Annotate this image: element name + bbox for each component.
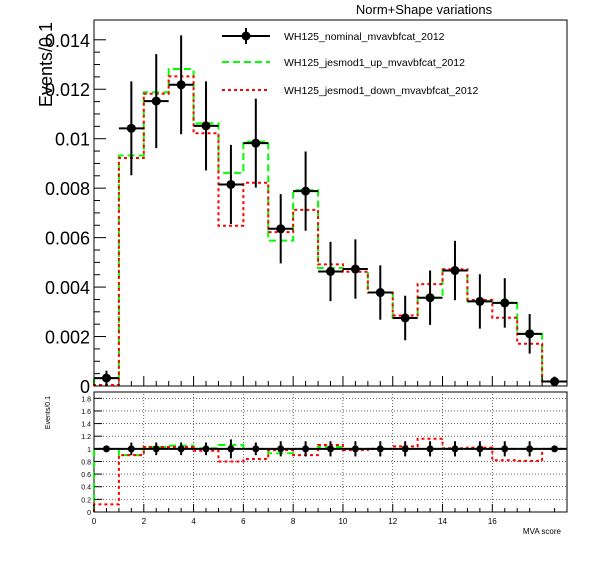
legend-entry-label: WH125_jesmod1_up_mvavbfcat_2012 <box>284 57 465 69</box>
ratio-data-point <box>551 445 559 453</box>
ratio-y-tick-label: 0.8 <box>81 459 91 466</box>
main-data-point <box>251 138 261 148</box>
ratio-data-point <box>526 445 534 453</box>
main-data-point <box>350 264 360 274</box>
legend: WH125_nominal_mvavbfcat_2012 WH125_jesmod… <box>222 28 479 97</box>
ratio-data-point <box>451 445 459 453</box>
ratio-data-point <box>426 445 434 453</box>
main-data-point <box>375 288 385 298</box>
ratio-data-point <box>252 445 260 453</box>
ratio-y-tick-label: 1 <box>87 447 91 454</box>
ratio-data-point <box>152 445 160 453</box>
main-data-point <box>500 298 510 308</box>
main-y-tick-label: 0.012 <box>45 80 90 100</box>
ratio-data-point <box>351 445 359 453</box>
ratio-x-tick-label: 2 <box>142 517 147 526</box>
main-data-point <box>525 329 535 339</box>
main-data-point <box>326 267 335 277</box>
chart-title: Norm+Shape variations <box>356 2 493 17</box>
x-axis-label: MVA score <box>523 527 562 536</box>
ratio-x-tick-label: 8 <box>291 517 296 526</box>
ratio-data-point <box>501 445 509 453</box>
main-data-point <box>151 96 161 106</box>
ratio-y-axis-label: Events/0.1 <box>45 396 52 429</box>
ratio-data-point <box>202 445 210 453</box>
ratio-data-point <box>302 445 310 453</box>
ratio-x-tick-label: 0 <box>92 517 97 526</box>
main-y-tick-label: 0.004 <box>45 278 90 298</box>
ratio-x-tick-label: 14 <box>438 517 447 526</box>
main-data-point <box>450 266 460 276</box>
ratio-x-tick-label: 12 <box>388 517 397 526</box>
ratio-data-point <box>177 445 185 453</box>
ratio-y-tick-label: 0.4 <box>81 485 91 492</box>
ratio-data-point <box>476 445 484 453</box>
main-y-tick-label: 0 <box>80 377 90 397</box>
ratio-y-tick-label: 0 <box>87 510 91 517</box>
ratio-y-tick-label: 0.2 <box>81 497 91 504</box>
main-series-line-dashed <box>93 67 567 386</box>
ratio-axes: 0 0.2 0.4 0.6 0.8 1 1.2 1.4 1.6 1.8 0 2 4 6 8 10 12 14 16 <box>81 396 556 526</box>
ratio-data-point <box>102 445 110 453</box>
ratio-x-tick-label: 16 <box>488 517 497 526</box>
ratio-y-tick-label: 1.8 <box>81 396 91 403</box>
main-data-point <box>301 186 311 196</box>
main-y-axis-label: Events/0.1 <box>36 22 56 107</box>
ratio-y-tick-label: 1.2 <box>81 434 91 441</box>
main-data-point <box>475 296 485 306</box>
main-data-point <box>425 293 435 303</box>
main-y-tick-label: 0.002 <box>45 328 90 348</box>
legend-entry-label: WH125_jesmod1_down_mvavbfcat_2012 <box>284 85 479 97</box>
ratio-data-point <box>277 445 285 453</box>
main-data-point <box>226 179 236 189</box>
ratio-y-tick-label: 1.4 <box>81 422 91 429</box>
ratio-data-point <box>376 445 384 453</box>
main-data-point <box>201 121 211 131</box>
ratio-y-tick-label: 1.6 <box>81 409 91 416</box>
main-data-point <box>176 80 186 90</box>
main-data-point <box>126 123 136 133</box>
ratio-data-point <box>227 445 235 453</box>
ratio-data-point <box>327 445 334 453</box>
main-y-tick-label: 0.006 <box>45 229 90 249</box>
ratio-series-layer <box>93 437 567 512</box>
main-y-tick-label: 0.014 <box>45 31 90 51</box>
main-y-tick-label: 0.01 <box>55 130 90 150</box>
main-data-point <box>276 224 286 234</box>
main-data-point <box>101 373 111 383</box>
main-y-tick-label: 0.008 <box>45 179 90 199</box>
legend-entry-label: WH125_nominal_mvavbfcat_2012 <box>284 31 445 43</box>
main-axes: 0 0.002 0.004 0.006 0.008 0.01 0.012 0.014 <box>45 31 568 397</box>
ratio-x-tick-label: 4 <box>191 517 196 526</box>
legend-marker-point <box>241 31 251 41</box>
ratio-x-tick-label: 10 <box>338 517 347 526</box>
ratio-y-tick-label: 0.6 <box>81 472 91 479</box>
main-plot-frame <box>93 19 568 387</box>
main-data-point <box>400 313 410 323</box>
main-series-line-dotted <box>93 75 567 387</box>
ratio-data-point <box>401 445 409 453</box>
ratio-data-point <box>127 445 135 453</box>
ratio-x-tick-label: 6 <box>241 517 246 526</box>
